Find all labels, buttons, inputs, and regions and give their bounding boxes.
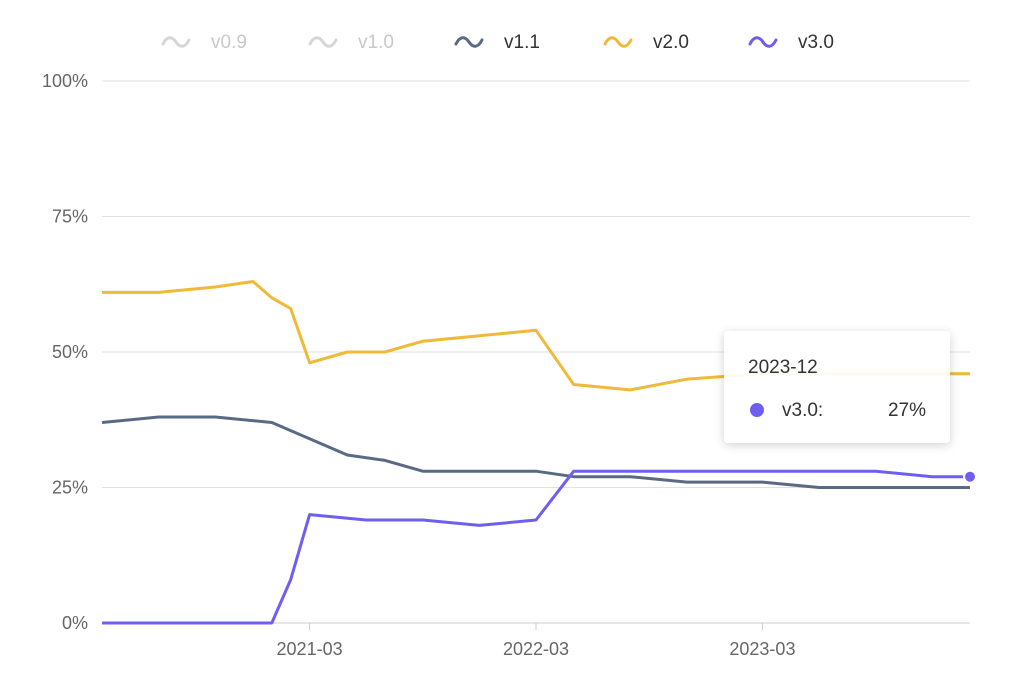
legend-item-v2-0[interactable]: v2.0 [603,32,689,53]
tooltip-title: 2023-12 [748,357,818,378]
y-tick-label: 0% [62,613,88,633]
legend-label: v1.1 [504,32,540,53]
legend-label: v3.0 [798,32,834,53]
tooltip-series-name: v3.0: [782,400,824,421]
y-tick-label: 75% [52,207,88,227]
legend-label: v2.0 [653,32,689,53]
legend-label: v0.9 [211,32,247,53]
legend-item-v1-0[interactable]: v1.0 [308,32,394,53]
series-line-v1-1 [101,415,970,489]
tooltip-value: 27% [887,400,926,421]
y-tick-label: 25% [52,478,88,498]
tooltip-series-marker [750,403,764,417]
x-axis: 2021-03 2022-03 2023-03 [277,623,795,659]
wave-icon [603,36,633,48]
hover-point [963,469,977,484]
legend: v0.9 v1.0 v1.1 v2.0 v3.0 [161,32,834,53]
legend-item-v0-9[interactable]: v0.9 [161,32,247,53]
y-tick-label: 50% [52,342,88,362]
legend-label: v1.0 [358,32,394,53]
tooltip: 2023-12 v3.0: 27% [724,331,950,443]
x-tick-label: 2023-03 [729,639,795,659]
legend-item-v3-0[interactable]: v3.0 [748,32,834,53]
x-tick-label: 2022-03 [503,639,569,659]
legend-item-v1-1[interactable]: v1.1 [454,32,540,53]
wave-icon [308,36,338,48]
series-line-v3-0 [102,469,970,625]
y-axis: 0% 25% 50% 75% 100% [42,71,88,633]
y-tick-label: 100% [42,71,88,91]
x-tick-label: 2021-03 [277,639,343,659]
wave-icon [748,36,778,48]
wave-icon [454,36,484,48]
wave-icon [161,36,191,48]
